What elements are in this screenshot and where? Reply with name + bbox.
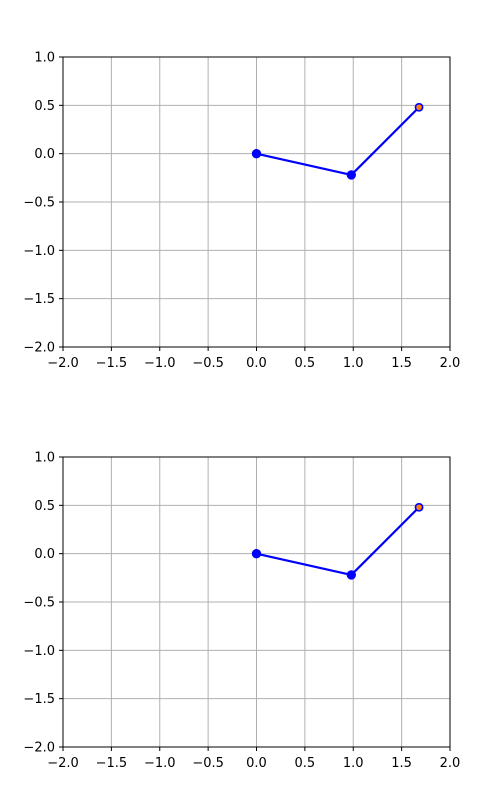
y-tick-label: −1.5 (23, 292, 55, 307)
data-point-marker (251, 548, 262, 559)
x-tick-label: 2.0 (440, 756, 461, 771)
x-tick-label: −1.0 (144, 356, 176, 371)
x-tick-label: −1.0 (144, 756, 176, 771)
end-point-marker (414, 502, 424, 512)
x-tick-label: 0.5 (295, 356, 316, 371)
series-line (256, 106, 420, 177)
data-point-marker (346, 570, 357, 580)
x-tick-label: −0.5 (192, 756, 224, 771)
x-tick-label: 1.0 (343, 756, 364, 771)
y-tick-label: 0.0 (34, 147, 55, 162)
x-tick-label: 0.5 (295, 756, 316, 771)
y-tick-label: −2.0 (23, 741, 55, 756)
series-line (256, 506, 420, 577)
y-tick-label: 1.0 (34, 451, 55, 466)
bottom-plot: −2.0 −1.5 −1.0 −0.5 0.0 0.5 1.0 1.5 2.0 −2.0 −1.5 −… (23, 451, 460, 772)
x-tick-label: −1.5 (96, 756, 128, 771)
y-tick-label: −2.0 (23, 341, 55, 356)
y-tick-label: −1.0 (23, 244, 55, 259)
x-tick-label: 1.0 (343, 356, 364, 371)
x-tick-label: 1.5 (391, 756, 412, 771)
y-tick-label: −1.0 (23, 644, 55, 659)
y-tick-label: 0.5 (34, 99, 55, 114)
x-tick-label: −1.5 (96, 356, 128, 371)
y-tick-label: 0.0 (34, 547, 55, 562)
x-tick-label: 1.5 (391, 356, 412, 371)
top-plot: −2.0 −1.5 −1.0 −0.5 0.0 0.5 1.0 1.5 2.0 −2.0 −1.5 −… (23, 51, 460, 372)
y-tick-label: −1.5 (23, 692, 55, 707)
y-tick-label: 1.0 (34, 51, 55, 66)
data-point-marker (346, 170, 357, 180)
x-tick-label: −2.0 (47, 756, 79, 771)
end-point-marker (414, 102, 424, 112)
x-tick-label: 0.0 (246, 756, 267, 771)
data-point-marker (251, 148, 262, 159)
x-tick-label: −0.5 (192, 356, 224, 371)
y-tick-label: −0.5 (23, 196, 55, 211)
y-tick-label: −0.5 (23, 596, 55, 611)
x-tick-label: −2.0 (47, 356, 79, 371)
x-tick-label: 0.0 (246, 356, 267, 371)
y-tick-label: 0.5 (34, 499, 55, 514)
x-tick-label: 2.0 (440, 356, 461, 371)
